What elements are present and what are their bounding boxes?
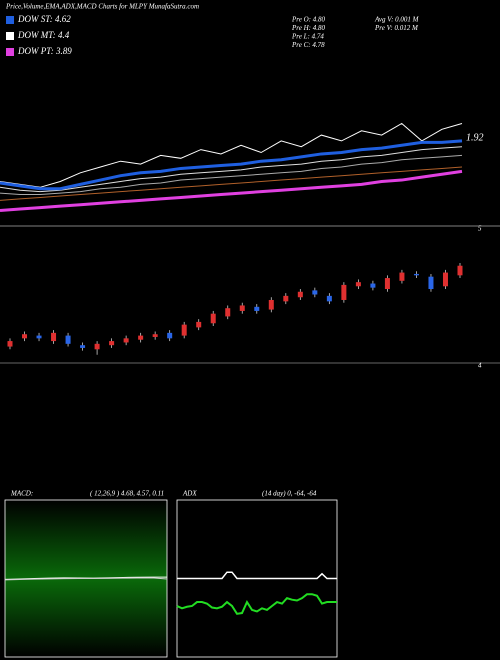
candle-body <box>239 305 245 311</box>
title: Price,Volume,EMA,ADX,MACD Charts for MLP… <box>5 3 199 11</box>
candle-body <box>457 265 463 276</box>
info-text: Pre V: 0.012 M <box>374 24 419 32</box>
candle-body <box>152 334 158 337</box>
candle-body <box>109 341 115 346</box>
info-text: Pre L: 4.74 <box>291 33 324 41</box>
candle-body <box>7 341 13 347</box>
panel-params: (14 day) 0, -64, -64 <box>262 490 317 498</box>
candle-body <box>94 343 100 350</box>
series-line <box>0 146 463 193</box>
legend-label: DOW PT: 3.89 <box>17 46 72 56</box>
series-line <box>0 139 463 191</box>
candle-body <box>22 334 28 339</box>
series-line <box>0 122 463 188</box>
candle-body <box>312 290 318 295</box>
legend-swatch <box>6 48 14 56</box>
candle-body <box>341 284 347 300</box>
y-tick-label: 4 <box>478 362 482 370</box>
candle-body <box>355 282 361 287</box>
candle-body <box>210 313 216 324</box>
panel-title: ADX <box>182 490 197 498</box>
annotation: 1.92 <box>466 132 484 143</box>
info-text: Pre O: 4.80 <box>291 16 325 24</box>
info-text: Avg V: 0.001 M <box>374 16 420 24</box>
info-text: Pre C: 4.78 <box>291 41 325 49</box>
legend-swatch <box>6 16 14 24</box>
candle-body <box>36 335 42 339</box>
candle-body <box>181 324 187 336</box>
candle-body <box>80 345 86 348</box>
candle-body <box>384 278 390 290</box>
candle-body <box>123 338 129 343</box>
candle-body <box>225 308 231 317</box>
candle-body <box>326 295 332 302</box>
candle-body <box>442 272 448 287</box>
candle-body <box>65 335 71 344</box>
series-line <box>0 169 463 212</box>
panel-title: MACD: <box>10 490 33 498</box>
candle-body <box>428 276 434 290</box>
legend-swatch <box>6 32 14 40</box>
candle-body <box>399 272 405 281</box>
candle-body <box>51 332 57 342</box>
candle-body <box>254 306 260 311</box>
y-tick-label: 5 <box>478 225 482 233</box>
series-line <box>0 166 463 201</box>
candle-body <box>370 283 376 288</box>
candle-body <box>268 299 274 310</box>
panel-params: ( 12,26,9 ) 4.68, 4.57, 0.11 <box>90 490 164 498</box>
legend-label: DOW MT: 4.4 <box>17 30 70 40</box>
series-line <box>177 571 337 580</box>
series-line <box>4 577 168 581</box>
candle-body <box>413 273 419 276</box>
candle-body <box>138 335 144 340</box>
legend-label: DOW ST: 4.62 <box>17 14 71 24</box>
candle-body <box>196 321 202 328</box>
info-text: Pre H: 4.80 <box>291 24 325 32</box>
series-line <box>176 593 337 615</box>
series-line <box>0 154 463 196</box>
candle-body <box>283 295 289 302</box>
candle-body <box>167 332 173 339</box>
candle-body <box>297 291 303 298</box>
